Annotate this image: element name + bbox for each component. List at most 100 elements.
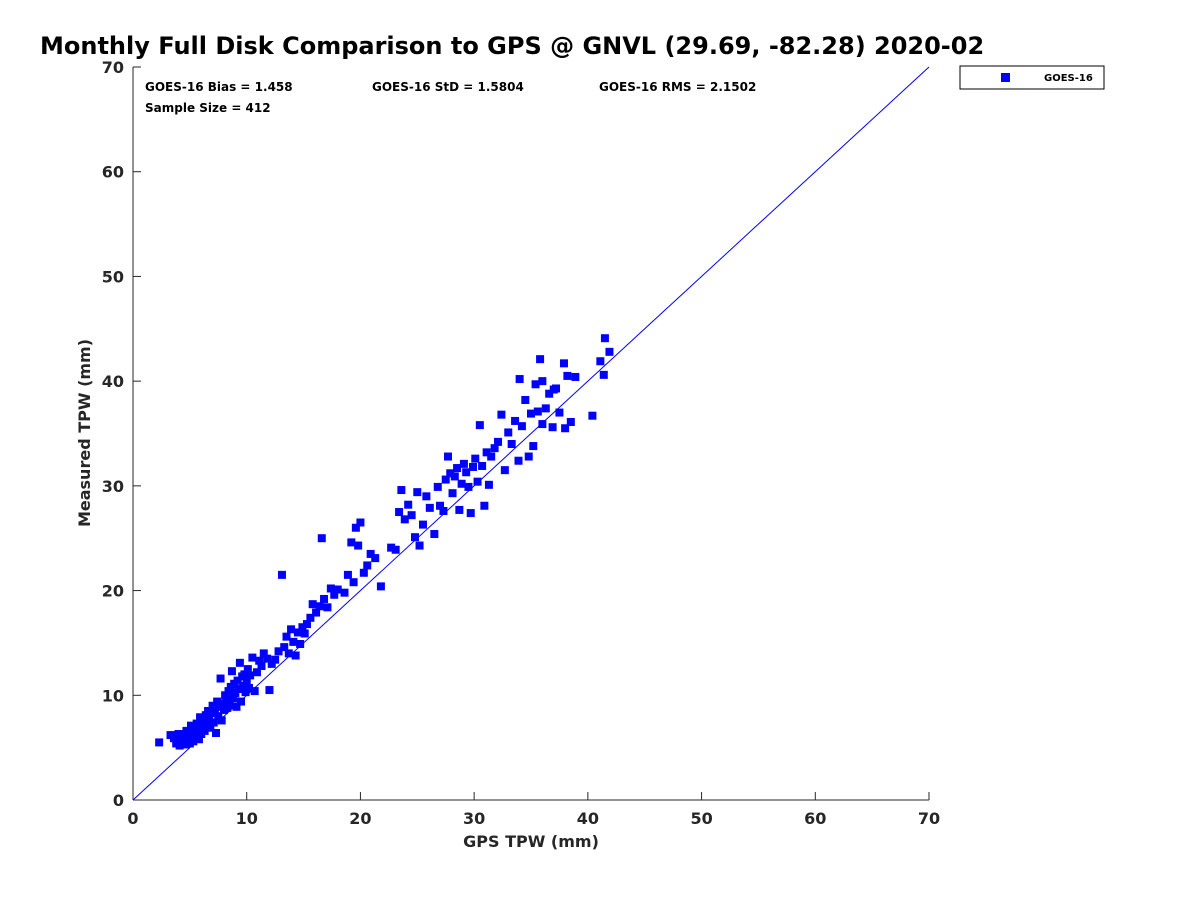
data-point bbox=[391, 545, 400, 554]
data-point bbox=[457, 479, 466, 488]
data-point bbox=[323, 603, 332, 612]
y-tick-label: 0 bbox=[113, 791, 124, 810]
data-point bbox=[315, 602, 324, 611]
data-point bbox=[237, 697, 246, 706]
data-point bbox=[494, 437, 503, 446]
data-point bbox=[227, 667, 236, 676]
data-point bbox=[298, 623, 307, 632]
data-point bbox=[207, 709, 216, 718]
data-point bbox=[549, 385, 558, 394]
data-point bbox=[439, 506, 448, 515]
data-point bbox=[425, 503, 434, 512]
data-point bbox=[308, 600, 317, 609]
data-point bbox=[354, 541, 363, 550]
data-point bbox=[371, 554, 380, 563]
legend-marker-icon bbox=[1001, 73, 1010, 82]
data-point bbox=[541, 404, 550, 413]
data-point bbox=[229, 694, 238, 703]
data-point bbox=[300, 629, 309, 638]
data-point bbox=[459, 459, 468, 468]
data-point bbox=[527, 409, 535, 418]
data-point bbox=[326, 584, 335, 593]
one-to-one-reference-line bbox=[132, 66, 930, 801]
data-point bbox=[478, 461, 487, 470]
data-point bbox=[179, 732, 188, 741]
data-point bbox=[359, 568, 368, 577]
data-point bbox=[455, 505, 464, 514]
data-point bbox=[282, 632, 291, 641]
legend-box bbox=[959, 65, 1105, 90]
data-point bbox=[255, 656, 264, 665]
bias-stat: GOES-16 Bias = 1.458 bbox=[145, 80, 293, 94]
legend: GOES-16 bbox=[959, 65, 1105, 90]
data-point bbox=[563, 371, 572, 380]
data-point bbox=[280, 643, 289, 652]
data-point bbox=[241, 688, 250, 697]
std-stat: GOES-16 StD = 1.5804 bbox=[372, 80, 524, 94]
data-point bbox=[471, 454, 480, 463]
data-point bbox=[515, 375, 524, 384]
x-axis-label: GPS TPW (mm) bbox=[463, 832, 599, 851]
data-points bbox=[155, 334, 614, 750]
data-point bbox=[480, 501, 489, 510]
axes: 0 10 20 30 40 50 60 70 0 10 20 30 40 50 60 70 bbox=[102, 58, 940, 828]
x-tick-label: 70 bbox=[918, 809, 940, 828]
x-tick-label: 60 bbox=[804, 809, 826, 828]
data-point bbox=[596, 357, 605, 366]
data-point bbox=[198, 722, 207, 731]
data-point bbox=[287, 625, 296, 634]
data-point bbox=[174, 730, 183, 739]
data-point bbox=[175, 741, 184, 750]
data-point bbox=[464, 482, 473, 491]
data-point bbox=[225, 700, 234, 709]
data-point bbox=[500, 466, 509, 475]
data-point bbox=[200, 726, 209, 735]
data-point bbox=[588, 411, 597, 420]
data-point bbox=[548, 423, 557, 432]
data-point bbox=[306, 613, 315, 622]
data-point bbox=[252, 668, 261, 677]
legend-label: GOES-16 bbox=[1044, 73, 1093, 84]
data-point bbox=[533, 407, 542, 416]
data-point bbox=[363, 561, 372, 570]
y-axis-label: Measured TPW (mm) bbox=[75, 339, 94, 527]
data-point bbox=[521, 395, 530, 404]
data-point bbox=[487, 452, 496, 461]
data-point bbox=[511, 416, 520, 425]
data-point bbox=[340, 588, 349, 597]
data-point bbox=[194, 735, 203, 744]
data-point bbox=[213, 697, 222, 706]
data-point bbox=[221, 691, 230, 700]
data-point bbox=[404, 500, 413, 509]
data-point bbox=[411, 533, 420, 542]
data-point bbox=[259, 649, 268, 658]
data-point bbox=[199, 716, 208, 725]
data-point bbox=[206, 723, 215, 732]
data-point bbox=[284, 649, 293, 658]
data-point bbox=[436, 501, 445, 510]
data-point bbox=[242, 677, 251, 686]
data-point bbox=[571, 372, 580, 381]
data-point bbox=[244, 683, 253, 692]
data-point bbox=[407, 511, 416, 520]
y-tick-label: 10 bbox=[102, 686, 124, 705]
data-point bbox=[561, 424, 570, 433]
data-point bbox=[376, 582, 385, 591]
data-point bbox=[524, 452, 533, 461]
data-point bbox=[263, 654, 272, 663]
data-point bbox=[248, 653, 257, 662]
y-tick-label: 70 bbox=[102, 58, 124, 77]
data-point bbox=[600, 334, 609, 343]
data-point bbox=[448, 489, 457, 498]
data-point bbox=[514, 456, 523, 465]
data-point bbox=[356, 518, 365, 527]
data-point bbox=[482, 448, 491, 457]
data-point bbox=[296, 639, 305, 648]
data-point bbox=[231, 689, 240, 698]
data-point bbox=[490, 444, 499, 453]
y-tick-label: 40 bbox=[102, 372, 124, 391]
data-point bbox=[291, 651, 300, 660]
data-point bbox=[239, 681, 248, 690]
data-point bbox=[312, 608, 321, 617]
